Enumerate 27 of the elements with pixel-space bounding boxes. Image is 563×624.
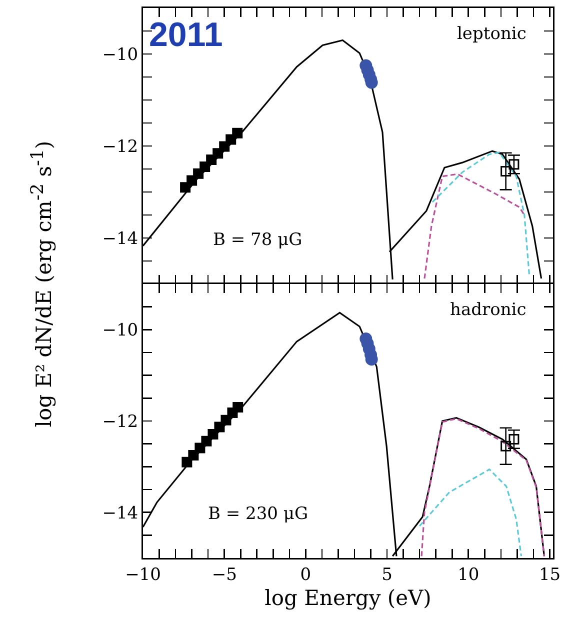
- x-tick-label: 5: [382, 564, 392, 585]
- annotation: leptonic: [457, 24, 526, 44]
- point: [232, 128, 243, 138]
- annotation: 2011: [149, 16, 223, 54]
- y-tick-label: −10: [102, 44, 138, 65]
- point: [232, 402, 244, 413]
- point: [500, 440, 512, 452]
- y-tick-label: −12: [102, 412, 138, 432]
- annotation: B = 230 μG: [208, 504, 308, 524]
- annotation: B = 78 μG: [213, 230, 302, 250]
- x-tick-label: 0: [300, 564, 312, 585]
- x-tick-label: 15: [538, 564, 561, 585]
- point: [500, 166, 512, 177]
- line-series: [424, 173, 526, 280]
- x-axis-title: log Energy (eV): [264, 586, 432, 610]
- x-tick-label: 10: [458, 564, 480, 585]
- y-tick-label: −14: [102, 503, 138, 524]
- line-series: [420, 418, 546, 557]
- x-tick-label: −10: [125, 564, 161, 585]
- line-series: [418, 468, 522, 557]
- point: [188, 450, 199, 460]
- y-tick-label: −14: [102, 228, 138, 249]
- annotation: hadronic: [450, 300, 526, 320]
- line-series: [432, 152, 530, 276]
- y-tick-label: −10: [102, 320, 138, 341]
- y-tick-label: −12: [102, 136, 138, 157]
- x-tick-label: −5: [212, 564, 237, 585]
